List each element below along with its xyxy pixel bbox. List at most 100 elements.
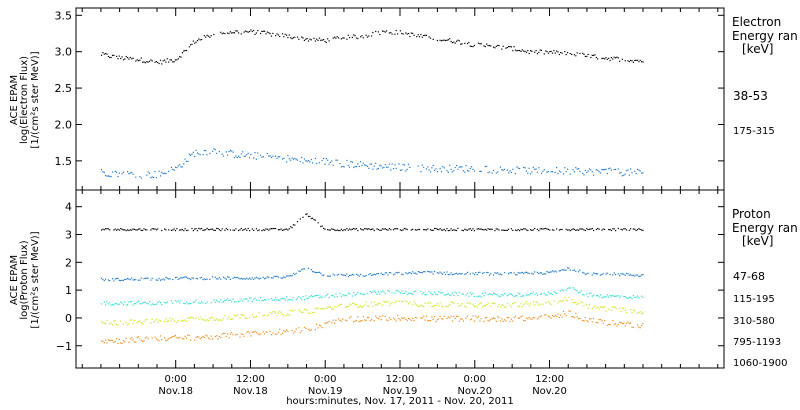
data-point — [521, 229, 523, 231]
data-point — [562, 299, 565, 301]
data-point — [480, 170, 482, 172]
data-point — [350, 316, 352, 318]
data-point — [198, 336, 200, 338]
data-point — [542, 170, 544, 172]
data-point — [642, 296, 644, 298]
data-point — [148, 301, 151, 303]
data-point — [425, 294, 427, 296]
data-point — [213, 319, 215, 321]
data-point — [472, 168, 474, 171]
data-point — [573, 316, 575, 319]
data-point — [170, 229, 172, 231]
data-point — [107, 55, 109, 58]
data-point — [364, 319, 366, 321]
data-point — [460, 273, 462, 275]
data-point — [594, 305, 596, 307]
data-point — [187, 229, 189, 231]
data-point — [283, 330, 285, 332]
data-point — [471, 293, 473, 296]
data-point — [499, 166, 501, 168]
data-point — [590, 318, 592, 320]
data-point — [546, 51, 548, 53]
data-point — [177, 319, 179, 321]
data-point — [136, 229, 138, 231]
data-point — [590, 56, 592, 59]
data-point — [199, 302, 201, 304]
data-point — [146, 336, 148, 338]
data-point — [597, 273, 599, 275]
data-point — [412, 32, 414, 34]
data-point — [281, 158, 284, 160]
data-point — [543, 169, 545, 171]
data-point — [318, 297, 321, 299]
data-point — [368, 35, 370, 37]
data-point — [599, 294, 602, 296]
data-point — [373, 290, 375, 292]
data-point — [199, 154, 201, 156]
data-point — [121, 56, 123, 58]
data-point — [261, 299, 263, 302]
data-point — [560, 314, 562, 316]
data-point — [616, 325, 618, 327]
data-point — [266, 315, 268, 317]
data-point — [344, 294, 347, 296]
data-point — [605, 168, 607, 170]
data-point — [144, 229, 146, 231]
data-point — [117, 324, 119, 326]
data-point — [493, 317, 495, 319]
data-point — [436, 319, 438, 321]
data-point — [196, 40, 199, 42]
data-point — [565, 228, 567, 230]
data-point — [155, 318, 157, 320]
data-point — [316, 162, 318, 165]
data-point — [144, 337, 146, 339]
data-point — [295, 158, 297, 160]
data-point — [630, 59, 632, 62]
data-point — [451, 301, 453, 303]
data-point — [147, 61, 149, 63]
data-point — [579, 317, 581, 319]
data-point — [131, 277, 133, 279]
data-point — [109, 229, 111, 231]
data-point — [159, 175, 162, 177]
data-point — [464, 273, 466, 275]
data-point — [398, 271, 400, 273]
data-point — [128, 173, 130, 175]
data-point — [431, 229, 433, 231]
data-point — [630, 168, 632, 170]
data-point — [323, 39, 325, 41]
data-point — [255, 315, 257, 317]
data-point — [373, 165, 375, 167]
data-point — [192, 230, 194, 232]
data-point — [480, 318, 482, 320]
data-point — [406, 320, 408, 322]
data-point — [255, 299, 257, 301]
data-point — [517, 271, 519, 274]
data-point — [484, 228, 486, 230]
electron-legend: Electron Energy ran [keV] 38-53 175-315 — [732, 15, 798, 137]
data-point — [137, 321, 140, 323]
data-point — [575, 229, 577, 231]
data-point — [362, 306, 364, 308]
data-point — [140, 177, 142, 179]
data-point — [375, 30, 377, 33]
data-point — [328, 306, 330, 308]
data-point — [546, 294, 548, 296]
data-point — [387, 289, 389, 292]
data-point — [390, 272, 392, 274]
data-point — [442, 318, 444, 320]
data-point — [395, 29, 397, 32]
data-point — [601, 57, 603, 60]
data-point — [542, 273, 544, 275]
data-point — [472, 46, 474, 48]
data-point — [556, 271, 558, 273]
data-point — [201, 301, 203, 303]
data-point — [613, 295, 615, 297]
data-point — [390, 318, 392, 321]
data-point — [120, 280, 122, 282]
data-point — [269, 155, 271, 157]
data-point — [318, 324, 321, 326]
data-point — [214, 276, 216, 278]
data-point — [450, 301, 452, 303]
data-point — [164, 228, 166, 230]
